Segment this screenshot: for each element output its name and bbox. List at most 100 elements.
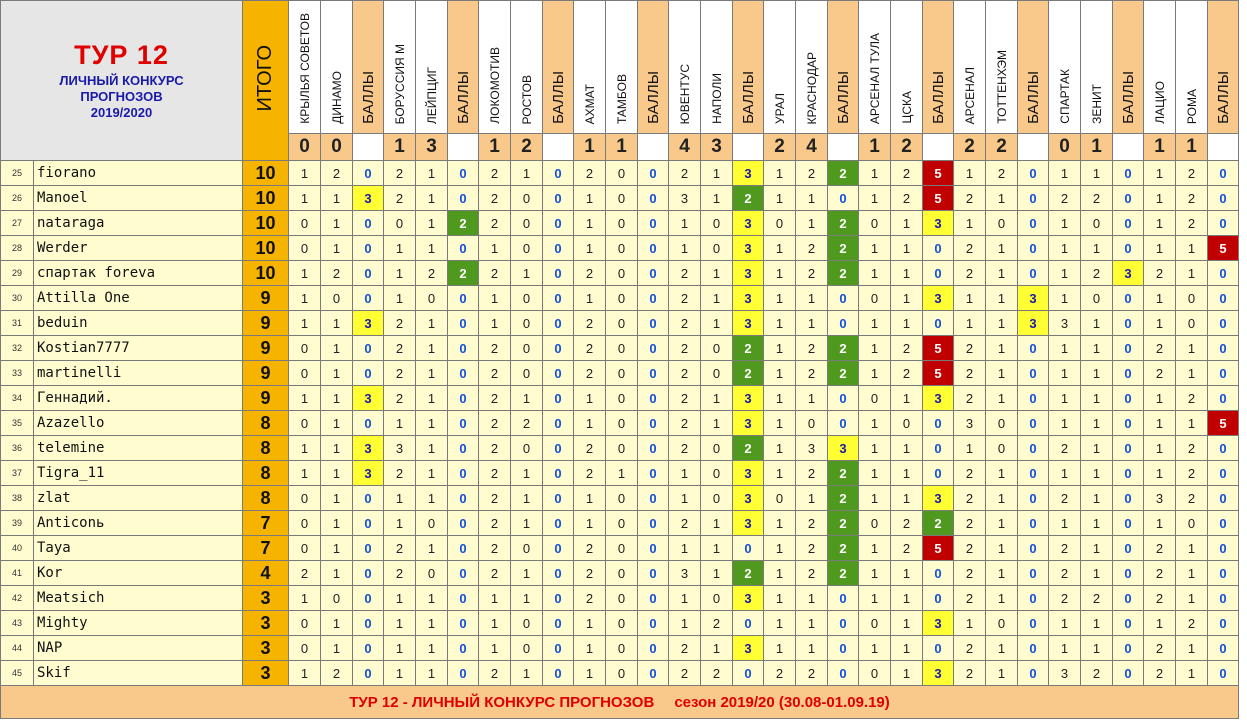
prediction-points: 0 (637, 435, 669, 461)
prediction-home: 2 (478, 335, 511, 361)
prediction-points: 3 (352, 185, 384, 211)
prediction-home: 1 (763, 585, 796, 611)
prediction-home: 2 (478, 510, 511, 536)
prediction-points: 0 (637, 310, 669, 336)
row-number: 29 (0, 260, 34, 286)
points-header-9: БАЛЛЫ (1112, 0, 1144, 134)
prediction-home: 2 (1143, 335, 1176, 361)
prediction-points: 0 (1207, 335, 1239, 361)
prediction-away: 1 (700, 385, 733, 411)
prediction-home: 2 (478, 410, 511, 436)
prediction-points: 0 (1207, 485, 1239, 511)
score-home-10: 1 (1143, 133, 1176, 161)
prediction-points: 0 (542, 260, 574, 286)
prediction-away: 2 (890, 185, 923, 211)
table-row: 43 Mighty 3 0 1 0 1 1 0 1 0 0 1 0 0 1 2 0 1 1 0 0 1 3 1 0 0 1 1 0 1 2 0 (0, 610, 1239, 636)
participant-total: 7 (242, 510, 289, 536)
prediction-home: 1 (763, 610, 796, 636)
prediction-home: 1 (763, 260, 796, 286)
points-header-label: БАЛЛЫ (1119, 71, 1137, 124)
prediction-points: 0 (447, 535, 479, 561)
prediction-away: 2 (890, 360, 923, 386)
prediction-away: 1 (510, 585, 543, 611)
prediction-home: 2 (383, 185, 416, 211)
prediction-away: 1 (795, 210, 828, 236)
table-row: 39 Anticonь 7 0 1 0 1 0 0 2 1 0 1 0 0 2 1 3 1 2 2 0 2 2 2 1 0 1 1 0 1 0… (0, 510, 1239, 536)
participant-name: Meatsich (33, 585, 243, 611)
score-points-blank (732, 133, 764, 161)
prediction-points: 0 (1017, 535, 1049, 561)
row-number: 36 (0, 435, 34, 461)
prediction-points: 0 (1207, 460, 1239, 486)
total-header: ИТОГО (242, 0, 289, 161)
prediction-away: 1 (795, 485, 828, 511)
prediction-points: 3 (732, 310, 764, 336)
prediction-points: 0 (542, 185, 574, 211)
prediction-home: 1 (763, 385, 796, 411)
prediction-home: 2 (1143, 660, 1176, 686)
score-home-1: 0 (288, 133, 321, 161)
prediction-away: 1 (415, 535, 448, 561)
prediction-away: 1 (985, 485, 1018, 511)
prediction-away: 1 (320, 335, 353, 361)
prediction-points: 0 (1112, 210, 1144, 236)
prediction-points: 0 (352, 610, 384, 636)
team-home-7: АРСЕНАЛ ТУЛА (858, 0, 891, 134)
prediction-points: 0 (1112, 410, 1144, 436)
prediction-points: 2 (732, 335, 764, 361)
row-number: 34 (0, 385, 34, 411)
team-home-1: КРЫЛЬЯ СОВЕТОВ (288, 0, 321, 134)
prediction-away: 1 (320, 460, 353, 486)
prediction-points: 3 (732, 285, 764, 311)
row-number: 40 (0, 535, 34, 561)
prediction-points: 3 (1112, 260, 1144, 286)
team-home-4: АХМАТ (573, 0, 606, 134)
prediction-away: 1 (700, 185, 733, 211)
row-number: 31 (0, 310, 34, 336)
prediction-away: 1 (320, 410, 353, 436)
prediction-away: 2 (700, 660, 733, 686)
prediction-home: 1 (383, 485, 416, 511)
prediction-points: 5 (922, 535, 954, 561)
prediction-points: 3 (732, 385, 764, 411)
participant-total: 10 (242, 235, 289, 261)
prediction-home: 2 (1048, 485, 1081, 511)
prediction-points: 0 (1112, 310, 1144, 336)
participant-total: 3 (242, 635, 289, 661)
prediction-points: 0 (922, 585, 954, 611)
prediction-home: 0 (288, 210, 321, 236)
prediction-away: 1 (320, 435, 353, 461)
prediction-home: 2 (383, 385, 416, 411)
prediction-home: 2 (1048, 435, 1081, 461)
prediction-points: 3 (922, 285, 954, 311)
prediction-points: 0 (447, 310, 479, 336)
points-header-label: БАЛЛЫ (1024, 71, 1042, 124)
participant-total: 3 (242, 660, 289, 686)
score-points-blank (637, 133, 669, 161)
prediction-home: 0 (858, 385, 891, 411)
prediction-points: 0 (542, 235, 574, 261)
prediction-points: 0 (827, 585, 859, 611)
prediction-home: 0 (858, 510, 891, 536)
prediction-points: 0 (352, 560, 384, 586)
prediction-home: 1 (478, 610, 511, 636)
participant-name: NAP (33, 635, 243, 661)
prediction-away: 2 (795, 560, 828, 586)
prediction-points: 0 (447, 410, 479, 436)
row-number: 41 (0, 560, 34, 586)
team-away-5: НАПОЛИ (700, 0, 733, 134)
prediction-away: 2 (1080, 185, 1113, 211)
prediction-away: 1 (320, 560, 353, 586)
prediction-points: 0 (542, 285, 574, 311)
prediction-points: 0 (447, 235, 479, 261)
row-number: 26 (0, 185, 34, 211)
prediction-away: 2 (795, 460, 828, 486)
prediction-away: 0 (510, 635, 543, 661)
prediction-away: 0 (605, 360, 638, 386)
prediction-home: 1 (288, 285, 321, 311)
prediction-home: 2 (763, 660, 796, 686)
prediction-home: 2 (478, 185, 511, 211)
prediction-away: 1 (700, 310, 733, 336)
prediction-points: 0 (1207, 260, 1239, 286)
prediction-points: 3 (732, 260, 764, 286)
